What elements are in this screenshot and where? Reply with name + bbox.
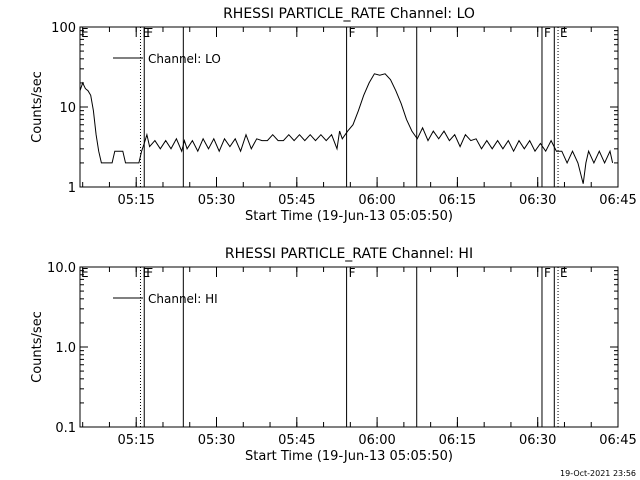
chart-1-x-tick-label: 06:15: [439, 193, 476, 208]
chart-1-event-marker-label: F: [349, 26, 356, 40]
chart-1-x-axis-label: Start Time (19-Jun-13 05:05:50): [245, 209, 453, 224]
chart-2-event-marker-label: F: [146, 266, 153, 280]
chart-2-y-tick-label: 10.0: [47, 261, 76, 276]
chart-1-x-tick-label: 05:45: [278, 193, 315, 208]
chart-2-event-marker-label: E: [560, 266, 568, 280]
chart-1-y-tick-label: 100: [51, 21, 76, 36]
chart-1-y-tick-label: 10: [59, 101, 76, 116]
chart-1-x-tick-label: 05:30: [198, 193, 235, 208]
chart-1-x-tick-label: 06:45: [599, 193, 636, 208]
chart-2-title: RHESSI PARTICLE_RATE Channel: HI: [225, 246, 473, 262]
chart-2-x-tick-label: 06:30: [519, 433, 556, 448]
chart-2-event-marker-label: F: [544, 266, 551, 280]
chart-2-event-marker-label: F: [349, 266, 356, 280]
chart-2-x-axis-label: Start Time (19-Jun-13 05:05:50): [245, 449, 453, 464]
chart-2-event-marker-label: E: [142, 266, 150, 280]
chart-1-x-tick-label: 06:30: [519, 193, 556, 208]
chart-1-edge-marker-label: E: [81, 26, 89, 40]
chart-1-x-tick-label: 05:15: [117, 193, 154, 208]
chart-1-event-marker-label: F: [544, 26, 551, 40]
chart-2-y-axis-label: Counts/sec: [30, 311, 45, 383]
chart-2-x-tick-label: 06:15: [439, 433, 476, 448]
chart-1-series-line: [79, 73, 614, 184]
chart-1-plot-frame: [79, 26, 619, 188]
footer-timestamp: 19-Oct-2021 23:56: [560, 469, 636, 478]
chart-2-x-tick-label: 05:45: [278, 433, 315, 448]
chart-1-y-tick-label: 1: [68, 181, 76, 196]
chart-1-legend-label: Channel: LO: [148, 52, 221, 66]
chart-1-event-marker-label: E: [142, 26, 150, 40]
chart-1-event-marker-label: F: [146, 26, 153, 40]
chart-2-y-tick-label: 1.0: [55, 341, 76, 356]
chart-1-title: RHESSI PARTICLE_RATE Channel: LO: [223, 6, 475, 22]
chart-2-legend-label: Channel: HI: [148, 292, 218, 306]
chart-2-edge-marker-label: E: [81, 266, 89, 280]
chart-2-x-tick-label: 06:00: [358, 433, 395, 448]
chart-1-event-marker-label: E: [560, 26, 568, 40]
chart-2-y-tick-label: 0.1: [55, 421, 76, 436]
chart-2-x-tick-label: 05:30: [198, 433, 235, 448]
chart-2-x-tick-label: 05:15: [117, 433, 154, 448]
chart-2-plot-frame: [79, 266, 619, 428]
chart-2-x-tick-label: 06:45: [599, 433, 636, 448]
chart-1-x-tick-label: 06:00: [358, 193, 395, 208]
chart-1-y-axis-label: Counts/sec: [30, 71, 45, 143]
